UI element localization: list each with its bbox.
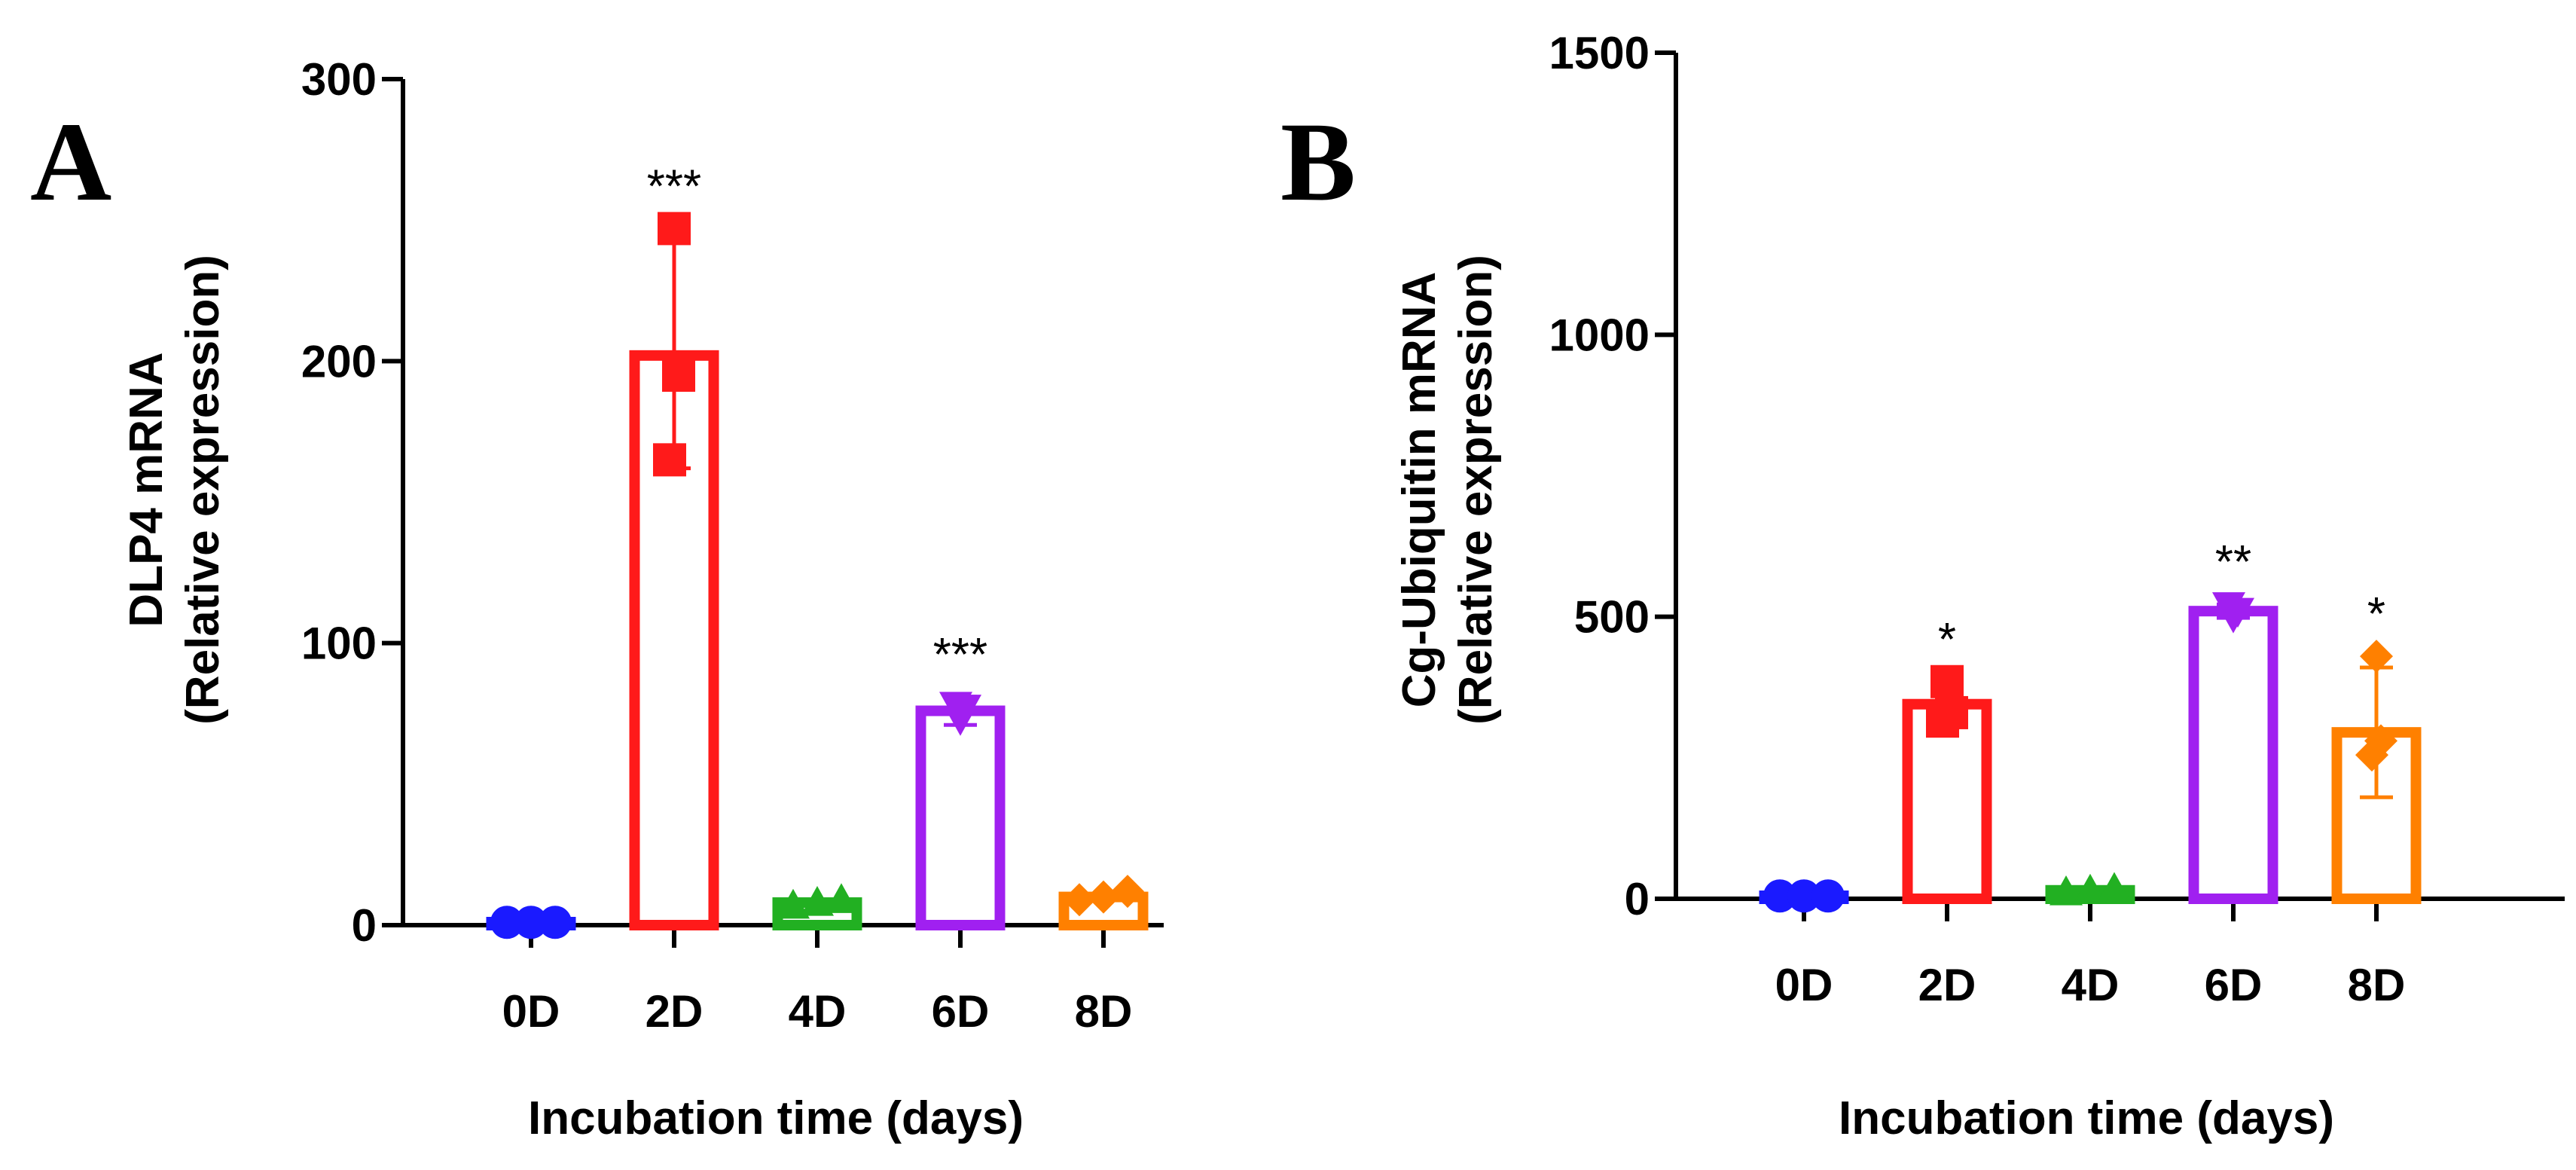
panel-b-y-tick-label: 1500 [1549, 28, 1650, 78]
panel-b-point-6D [2212, 592, 2245, 622]
panel-a-point-2D [653, 443, 686, 477]
panel-a-point-0D [490, 906, 523, 939]
panel-b-point-8D [2360, 640, 2393, 674]
panel-a-ylabel-line2: (Relative expression) [177, 255, 229, 725]
panel-b-point-2D [1926, 704, 1959, 738]
panel-b-x-tick-label: 0D [1775, 960, 1833, 1010]
panel-a-x-tick-label: 8D [1075, 986, 1133, 1037]
panel-a-x-tick-label: 4D [789, 986, 847, 1037]
panel-a-significance-6D: *** [933, 629, 987, 681]
panel-a-y-tick-label: 100 [301, 619, 377, 669]
panel-a-ylabel-line1: DLP4 mRNA [121, 352, 172, 627]
panel-b-point-0D [1811, 879, 1845, 913]
panel-a-point-6D [939, 692, 972, 722]
panel-b-ylabel-line2: (Relative expression) [1450, 255, 1502, 725]
panel-b-letter: B [1280, 99, 1356, 225]
panel-a-point-8D [1111, 875, 1144, 909]
panel-a-point-4D [801, 886, 834, 916]
panel-a-point-4D [825, 883, 858, 913]
panel-a-x-tick-label: 2D [646, 986, 704, 1037]
panel-a-xlabel: Incubation time (days) [528, 1092, 1024, 1144]
panel-b-y-tick-label: 1000 [1549, 310, 1650, 360]
panel-b-point-2D [1930, 664, 1964, 698]
panel-b-point-4D [2050, 875, 2083, 906]
panel-a-y-tick-label: 300 [301, 54, 377, 105]
panel-b-y-tick-label: 0 [1625, 874, 1650, 924]
panel-a: A DLP4 mRNA (Relative expression) Incuba… [30, 54, 1164, 1144]
panel-b-significance-8D: * [2367, 588, 2385, 640]
panel-a-bar-6D [915, 705, 1006, 930]
panel-a-significance-2D: *** [647, 160, 701, 212]
panel-a-plot: 0 100 200 300 0D 2D *** 4D 6D *** 8D [301, 54, 1164, 1037]
panel-b-ylabel-line1: Cg-Ubiquitin mRNA [1393, 272, 1445, 708]
panel-a-y-tick-label: 200 [301, 336, 377, 386]
panel-a-point-8D [1063, 883, 1096, 917]
panel-a-x-tick-label: 0D [502, 986, 560, 1037]
panel-b-point-8D [2355, 738, 2388, 772]
panel-b-xlabel: Incubation time (days) [1839, 1092, 2334, 1144]
panel-a-point-4D [777, 888, 810, 919]
panel-a-point-0D [514, 906, 548, 939]
panel-b-bar-6D [2188, 606, 2278, 904]
panel-b-significance-6D: ** [2215, 536, 2251, 588]
panel-b-point-0D [1763, 879, 1796, 913]
panel-b-x-tick-label: 6D [2205, 960, 2263, 1010]
panel-a-y-tick-label: 0 [352, 900, 377, 951]
panel-b: B Cg-Ubiquitin mRNA (Relative expression… [1280, 28, 2565, 1144]
panel-a-point-8D [1087, 880, 1120, 914]
panel-a-point-2D [658, 212, 691, 246]
panel-b-x-tick-label: 2D [1918, 960, 1976, 1010]
panel-b-x-tick-label: 4D [2062, 960, 2120, 1010]
panel-a-point-2D [662, 359, 695, 393]
panel-b-point-4D [2098, 872, 2131, 903]
panel-a-letter: A [30, 99, 111, 225]
panel-a-x-tick-label: 6D [932, 986, 990, 1037]
panel-b-point-0D [1787, 879, 1821, 913]
panel-b-significance-2D: * [1938, 614, 1956, 666]
panel-b-x-tick-label: 8D [2348, 960, 2406, 1010]
panel-b-point-4D [2074, 873, 2107, 904]
panel-a-point-0D [539, 906, 572, 939]
panel-b-y-tick-label: 500 [1574, 592, 1650, 643]
panel-b-plot: 0 500 1000 1500 0D 2D * 4D 6D ** 8D * [1549, 28, 2565, 1010]
